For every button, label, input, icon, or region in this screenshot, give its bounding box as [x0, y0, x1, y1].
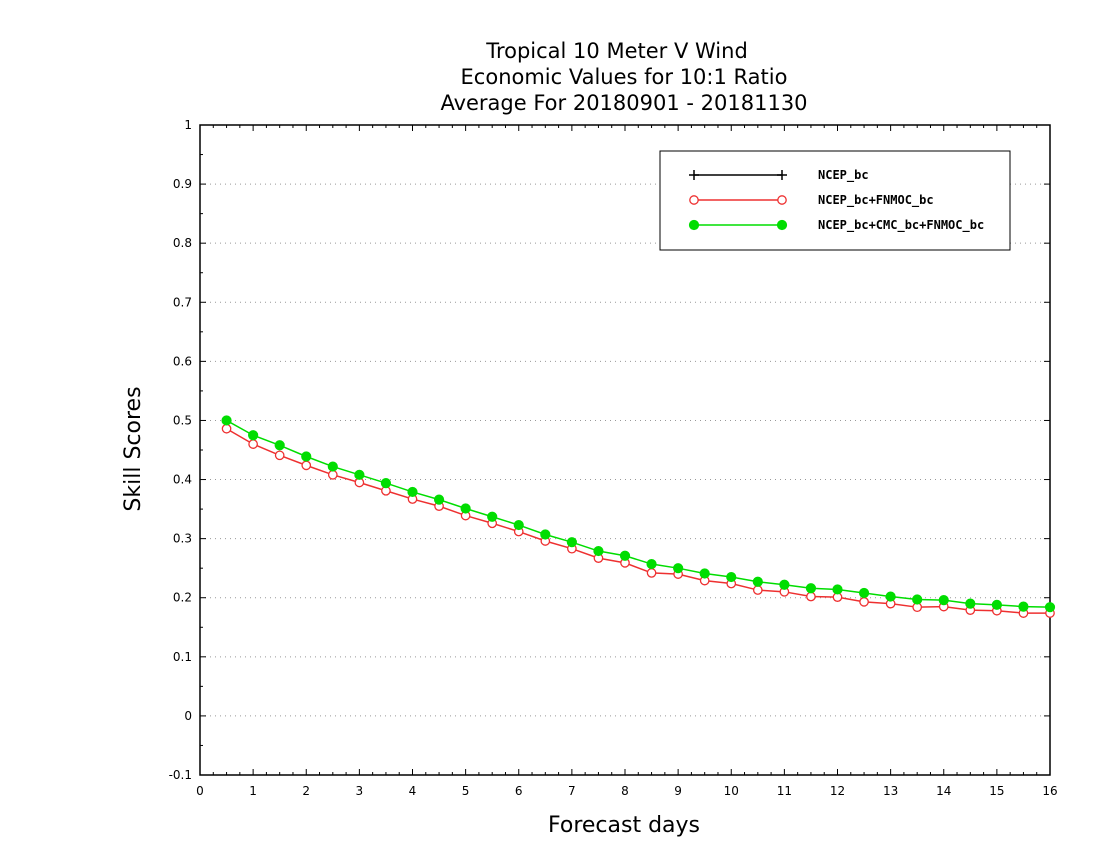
series-2-point-6 — [380, 477, 392, 489]
series-2-point-19 — [726, 571, 737, 583]
y-tick-label: 0.9 — [173, 177, 192, 191]
series-2-point-12 — [540, 529, 551, 540]
series-2-point-25 — [885, 591, 896, 602]
y-tick-label: 0.3 — [173, 532, 192, 546]
y-tick-label: 0.1 — [173, 650, 192, 664]
series-2-point-28 — [965, 598, 976, 609]
x-tick-label: 12 — [830, 784, 845, 798]
x-tick-label: 13 — [883, 784, 898, 798]
legend-marker-start-2 — [688, 219, 700, 231]
x-tick-label: 9 — [674, 784, 682, 798]
y-tick-label: 0 — [184, 709, 192, 723]
x-tick-label: 15 — [989, 784, 1004, 798]
series-2-point-5 — [354, 469, 365, 480]
chart-title-line-3: Average For 20180901 - 20181130 — [440, 91, 807, 115]
legend-label-2: NCEP_bc+CMC_bc+FNMOC_bc — [818, 218, 984, 233]
x-tick-label: 4 — [409, 784, 417, 798]
series-2-point-21 — [779, 579, 790, 590]
series-2-point-15 — [619, 550, 631, 561]
series-1 — [221, 423, 1055, 618]
series-1-point-3 — [301, 460, 312, 471]
series-2-point-22 — [805, 583, 817, 594]
series-2-point-8 — [433, 494, 445, 505]
series-2-point-16 — [646, 558, 657, 570]
x-tick-label: 11 — [777, 784, 792, 798]
chart-title-line-1: Tropical 10 Meter V Wind — [485, 39, 748, 63]
y-axis-title: Skill Scores — [121, 386, 146, 511]
series-2-point-24 — [858, 587, 870, 599]
series-2 — [221, 415, 1056, 613]
series-1-point-0 — [221, 423, 232, 434]
series-2-point-2 — [274, 440, 285, 451]
x-tick-label: 5 — [462, 784, 470, 798]
series-2-point-4 — [327, 461, 338, 472]
series-2-point-13 — [566, 537, 577, 548]
x-tick-label: 6 — [515, 784, 523, 798]
series-2-point-7 — [407, 486, 418, 498]
series-2-point-9 — [460, 503, 471, 514]
y-tick-label: 0.2 — [173, 591, 192, 605]
series-1-point-24 — [859, 597, 869, 607]
series-2-point-14 — [593, 545, 604, 557]
series-2-point-29 — [991, 599, 1002, 610]
series-1-point-2 — [274, 450, 285, 461]
series-2-point-0 — [221, 415, 232, 426]
series-2-point-18 — [699, 568, 710, 579]
legend-marker-end-1 — [777, 195, 787, 205]
series-1-point-16 — [646, 568, 657, 578]
series-2-point-23 — [832, 584, 843, 595]
y-tick-label: 0.4 — [173, 473, 192, 487]
legend-marker-start-0 — [689, 170, 699, 180]
y-tick-label: 0.7 — [173, 295, 192, 309]
chart-title-line-2: Economic Values for 10:1 Ratio — [461, 65, 788, 89]
x-tick-label: 10 — [724, 784, 739, 798]
y-tick-label: 1 — [184, 118, 192, 132]
plot-area: -0.100.10.20.30.40.50.60.70.80.910 1 2 3 4 5 6… — [169, 118, 1058, 798]
y-tick-label: 0.8 — [173, 236, 192, 250]
series-2-point-27 — [938, 594, 949, 606]
x-tick-label: 0 — [196, 784, 204, 798]
series-1-point-22 — [806, 591, 816, 602]
series-2-point-26 — [912, 594, 923, 605]
legend-marker-end-0 — [777, 170, 787, 180]
series-2-point-3 — [301, 451, 312, 462]
x-tick-label: 8 — [621, 784, 629, 798]
x-tick-label: 3 — [356, 784, 364, 798]
series-2-point-11 — [513, 519, 524, 531]
series-2-point-1 — [248, 430, 259, 441]
x-tick-label: 2 — [302, 784, 310, 798]
series-line-2 — [226, 419, 1051, 608]
legend-marker-start-1 — [689, 195, 699, 205]
legend: NCEP_bc NCEP_bc+FNMOC_bc NCEP_bc+CMC_bc+FN… — [659, 150, 1011, 251]
series-2-point-10 — [487, 511, 498, 522]
legend-marker-end-2 — [776, 219, 788, 231]
series-2-point-20 — [752, 576, 763, 587]
series-2-point-30 — [1018, 601, 1029, 612]
series-2-point-17 — [673, 563, 684, 574]
y-tick-label: -0.1 — [169, 768, 192, 782]
series-line-1 — [226, 428, 1050, 614]
series-2-point-31 — [1044, 602, 1056, 613]
x-tick-label: 16 — [1042, 784, 1057, 798]
series-1-point-20 — [752, 585, 763, 595]
x-tick-label: 7 — [568, 784, 576, 798]
legend-label-1: NCEP_bc+FNMOC_bc — [818, 193, 934, 208]
legend-label-0: NCEP_bc — [818, 168, 869, 183]
x-axis-title: Forecast days — [548, 813, 700, 838]
series-1-point-1 — [248, 439, 258, 449]
x-tick-label: 14 — [936, 784, 951, 798]
y-tick-label: 0.5 — [173, 413, 192, 427]
y-tick-label: 0.6 — [173, 354, 192, 368]
x-tick-label: 1 — [249, 784, 257, 798]
series-1-point-4 — [327, 469, 338, 480]
